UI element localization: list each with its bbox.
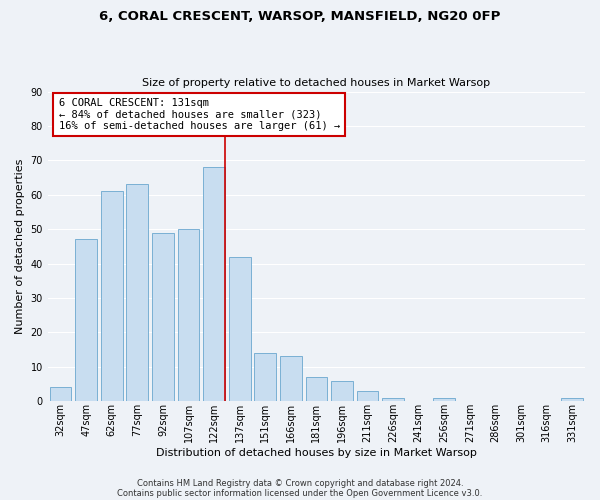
Bar — [127, 184, 148, 401]
Bar — [356, 391, 379, 401]
Text: 6, CORAL CRESCENT, WARSOP, MANSFIELD, NG20 0FP: 6, CORAL CRESCENT, WARSOP, MANSFIELD, NG… — [100, 10, 500, 23]
Bar — [562, 398, 583, 401]
Bar — [382, 398, 404, 401]
Bar — [433, 398, 455, 401]
Bar — [229, 256, 251, 401]
Bar — [254, 353, 276, 401]
Bar — [152, 232, 174, 401]
Text: Contains HM Land Registry data © Crown copyright and database right 2024.: Contains HM Land Registry data © Crown c… — [137, 478, 463, 488]
Bar — [305, 377, 327, 401]
X-axis label: Distribution of detached houses by size in Market Warsop: Distribution of detached houses by size … — [156, 448, 477, 458]
Bar — [50, 388, 71, 401]
Title: Size of property relative to detached houses in Market Warsop: Size of property relative to detached ho… — [142, 78, 490, 88]
Y-axis label: Number of detached properties: Number of detached properties — [15, 158, 25, 334]
Bar — [101, 192, 122, 401]
Bar — [280, 356, 302, 401]
Text: 6 CORAL CRESCENT: 131sqm
← 84% of detached houses are smaller (323)
16% of semi-: 6 CORAL CRESCENT: 131sqm ← 84% of detach… — [59, 98, 340, 131]
Bar — [203, 167, 225, 401]
Bar — [75, 240, 97, 401]
Bar — [178, 229, 199, 401]
Text: Contains public sector information licensed under the Open Government Licence v3: Contains public sector information licen… — [118, 488, 482, 498]
Bar — [331, 380, 353, 401]
